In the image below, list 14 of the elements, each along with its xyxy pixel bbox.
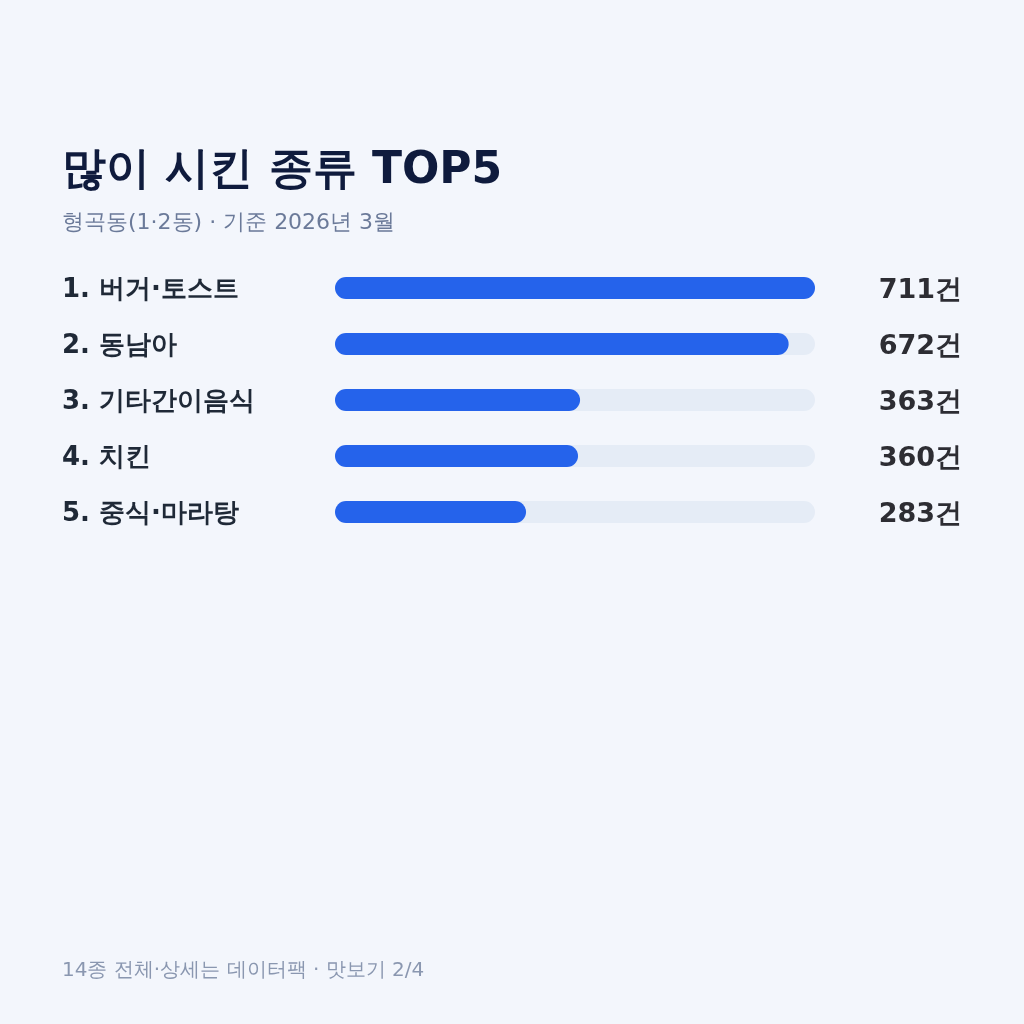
y-tick-label: 3. 기타간이음식 [62,385,256,415]
data-label: 672건 [878,329,962,360]
y-tick-label: 4. 치킨 [62,441,152,471]
data-label: 711건 [878,273,962,304]
bar [335,277,815,299]
data-label: 360건 [878,441,962,472]
text: 14종 전체·상세는 데이터팩 · 맛보기 2/4 [62,957,425,981]
data-label: 363건 [878,385,962,416]
chart-title: 많이 시킨 종류 TOP5 [62,142,503,193]
y-tick-label: 1. 버거·토스트 [62,273,239,303]
data-label: 283건 [878,497,962,528]
chart-subtitle: 형곡동(1·2동) · 기준 2026년 3월 [62,209,396,234]
y-tick-label: 5. 중식·마라탕 [62,497,239,527]
y-tick-label: 2. 동남아 [62,329,178,359]
